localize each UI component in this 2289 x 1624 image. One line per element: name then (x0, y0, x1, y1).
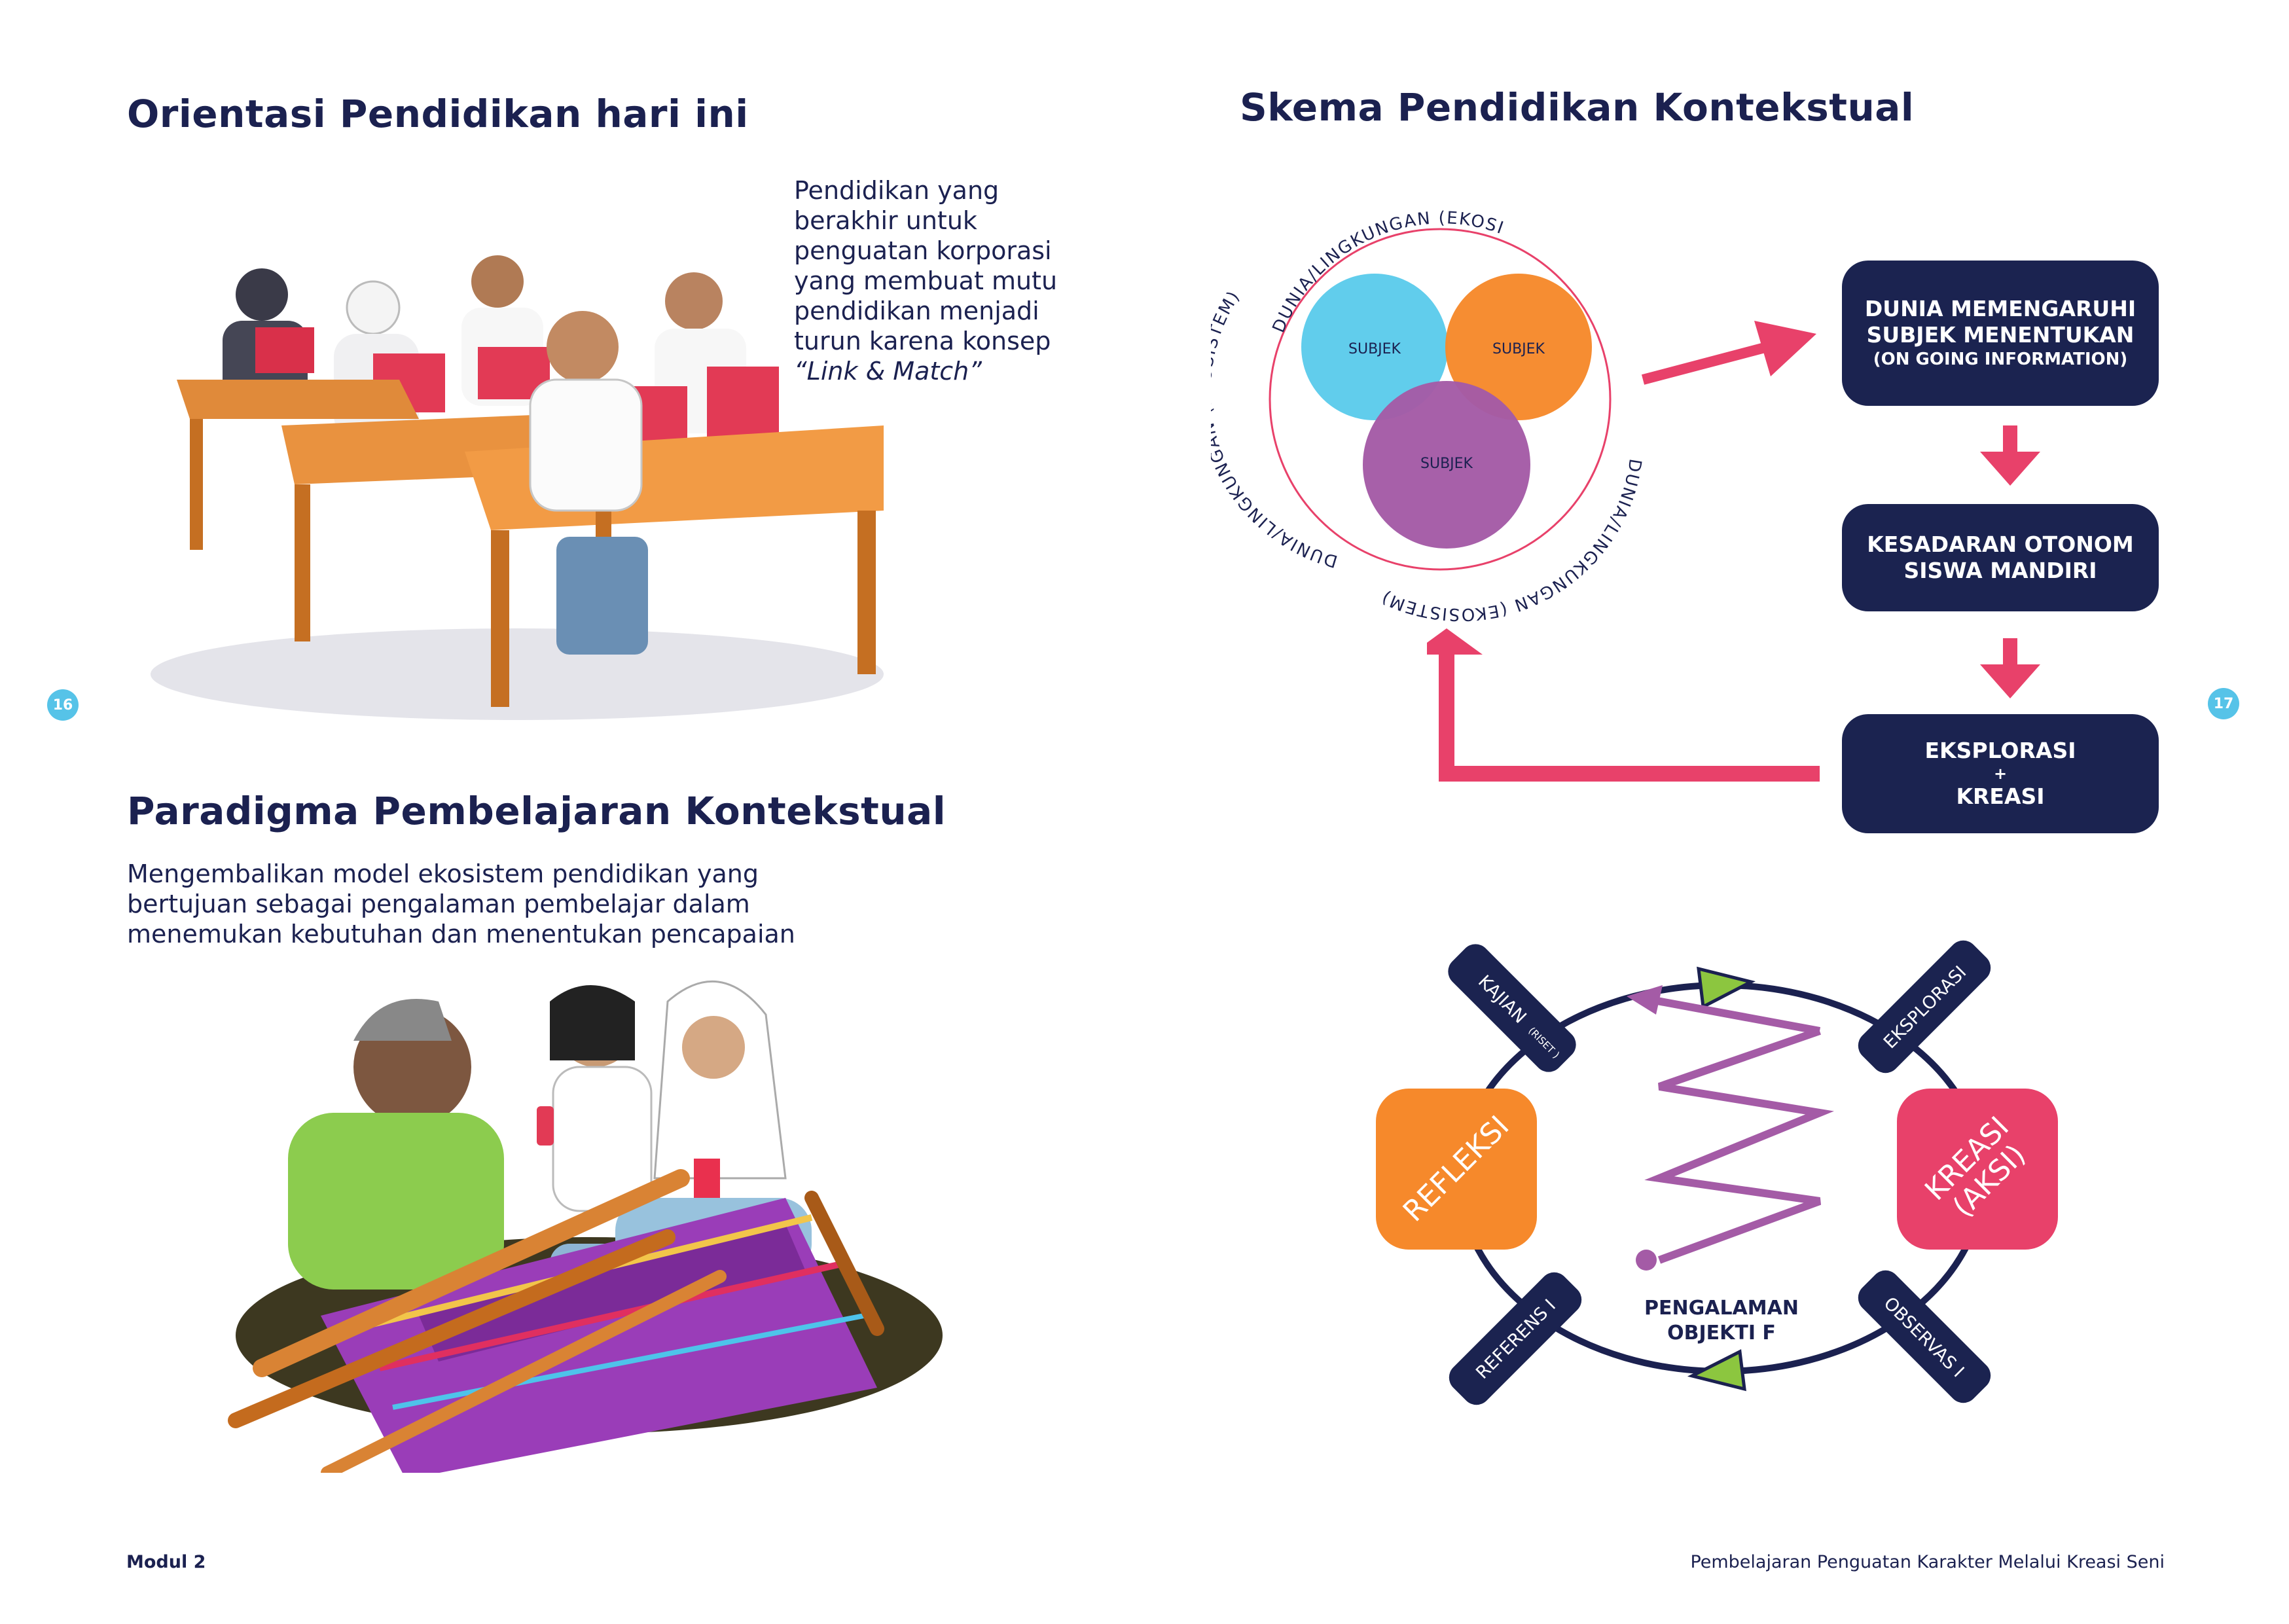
footer-title: Pembelajaran Penguatan Karakter Melalui … (1690, 1552, 2165, 1572)
subjek-circle-purple (1363, 381, 1530, 549)
subjek-circle-orange (1445, 274, 1592, 420)
refleksi-box (1376, 1089, 1537, 1250)
objektif-label: OBJEKTI F (1667, 1322, 1776, 1344)
flow-box-dunia: DUNIA MEMENGARUHI SUBJEK MENENTUKAN (ON … (1842, 261, 2159, 406)
weaving-illustration (228, 981, 943, 1473)
zigzag-line (1644, 1027, 1834, 1264)
ecosystem-ring (1269, 228, 1612, 571)
flow-box-kesadaran-line1: KESADARAN OTONOM (1867, 532, 2134, 557)
flow-box-eksplorasi-line3: KREASI (1956, 784, 2045, 809)
orientasi-line-4: yang membuat mutu (794, 266, 1058, 295)
arrow-to-box1 (1641, 342, 1769, 385)
subjek-label-1: SUBJEK (1348, 341, 1401, 357)
paradigma-paragraph: Mengembalikan model ekosistem pendidikan… (127, 859, 847, 949)
kreasi-box (1897, 1089, 2058, 1250)
subjek-label-3: SUBJEK (1420, 456, 1473, 472)
orientasi-line-6: turun karena konsep (794, 327, 1051, 355)
flow-box-kesadaran: KESADARAN OTONOM SISWA MANDIRI (1842, 504, 2159, 611)
zigzag-arrow-head (1627, 985, 1663, 1015)
learning-cycle-diagram: KAJIAN (RISET ) EKSPLORASI REFERENS I OB… (1376, 940, 2058, 1405)
paradigma-line-1: Mengembalikan model ekosistem pendidikan… (127, 859, 759, 888)
flow-box-eksplorasi-plus: + (1993, 765, 2008, 783)
paradigma-line-3: menemukan kebutuhan dan menentukan penca… (127, 920, 795, 948)
title-orientasi: Orientasi Pendidikan hari ini (127, 92, 749, 136)
flow-box-kesadaran-line2: SISWA MANDIRI (1903, 558, 2097, 583)
arrow-down-1 (2003, 425, 2017, 452)
flow-box-eksplorasi-line1: EKSPLORASI (1924, 738, 2076, 763)
link-and-match-text: “Link & Match” (794, 357, 982, 386)
orientasi-line-5: pendidikan menjadi (794, 297, 1039, 325)
pill-referensi: REFERENS I (1449, 1272, 1582, 1405)
pill-eksplorasi: EKSPLORASI (1858, 940, 1991, 1074)
page-number-17: 17 (2208, 688, 2239, 719)
subjek-circle-cyan (1301, 274, 1448, 420)
paradigma-line-2: bertujuan sebagai pengalaman pembelajar … (127, 890, 750, 918)
orientasi-paragraph: Pendidikan yang berakhir untuk penguatan… (794, 175, 1069, 386)
ecosystem-diagram: SUBJEK SUBJEK SUBJEK DUNIA/LINGKUNGAN (E… (1211, 170, 1644, 624)
flow-box-dunia-line1: DUNIA MEMENGARUHI (1864, 296, 2136, 321)
arrow-down-2 (2003, 638, 2017, 664)
title-paradigma: Paradigma Pembelajaran Kontekstual (127, 789, 946, 833)
orientasi-line-2: berakhir untuk (794, 206, 977, 235)
flow-box-dunia-line2: SUBJEK MENENTUKAN (1866, 322, 2135, 348)
pengalaman-label: PENGALAMAN (1644, 1297, 1799, 1320)
cycle-arrow-bottom (1687, 1349, 1746, 1392)
arrow-return (1439, 655, 1820, 782)
footer-modul: Modul 2 (126, 1552, 206, 1572)
flow-box-dunia-line3: (ON GOING INFORMATION) (1873, 350, 2128, 369)
subjek-label-2: SUBJEK (1492, 341, 1545, 357)
page-number-16: 16 (47, 689, 79, 721)
orientasi-line-3: penguatan korporasi (794, 236, 1052, 265)
flow-box-eksplorasi: EKSPLORASI + KREASI (1842, 714, 2159, 833)
title-skema: Skema Pendidikan Kontekstual (1240, 85, 1915, 130)
classroom-illustration (151, 255, 884, 720)
flow-arrows (1427, 321, 2040, 782)
pill-kajian: KAJIAN (RISET ) (1448, 944, 1576, 1072)
cycle-arrow-top (1697, 966, 1756, 1009)
orientasi-line-1: Pendidikan yang (794, 176, 1000, 205)
